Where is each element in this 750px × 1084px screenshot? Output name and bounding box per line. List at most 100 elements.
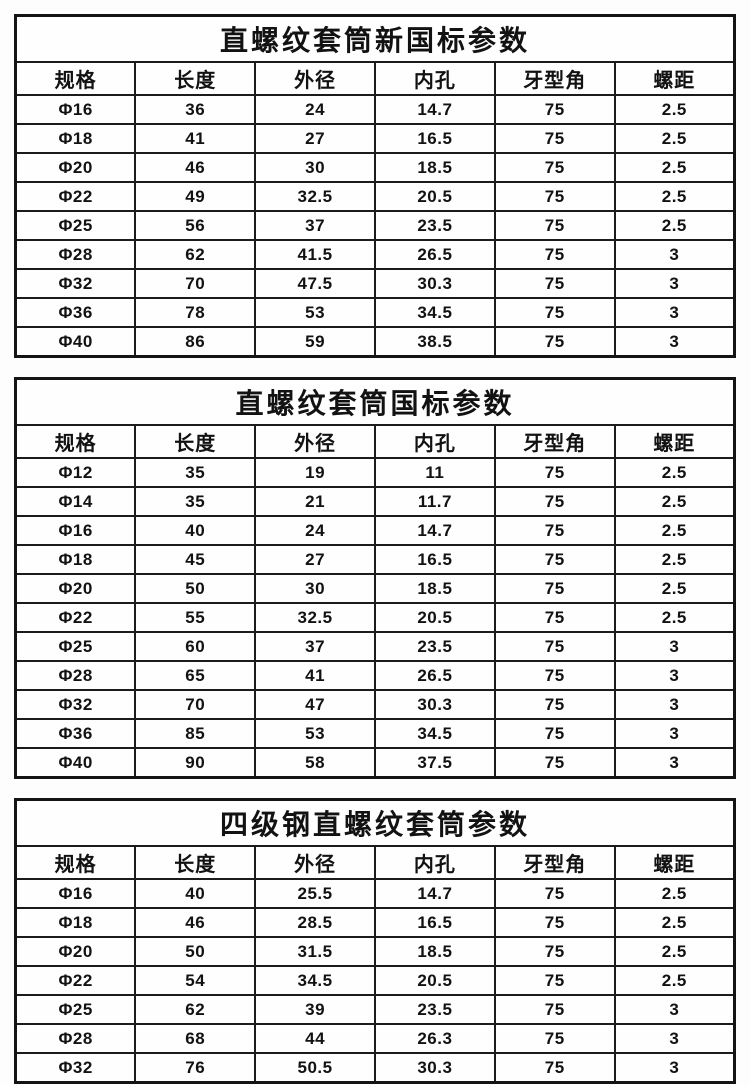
cell: Φ14	[14, 486, 137, 517]
cell: 3	[613, 718, 736, 749]
header-row: 规格 长度 外径 内孔 牙型角 螺距	[14, 61, 736, 96]
cell: 26.3	[373, 1023, 496, 1054]
cell: 75	[493, 486, 616, 517]
column-header: 螺距	[613, 424, 736, 459]
cell: Φ22	[14, 181, 137, 212]
cell: 20.5	[373, 181, 496, 212]
cell: 35	[134, 457, 257, 488]
cell: 27	[254, 123, 376, 154]
column-header: 内孔	[373, 424, 496, 459]
cell: 65	[134, 660, 257, 691]
cell: 41	[134, 123, 257, 154]
cell: 30.3	[373, 1052, 496, 1084]
table-row: Φ22 54 34.5 20.5 75 2.5	[14, 965, 736, 996]
cell: 56	[134, 210, 257, 241]
cell: 75	[493, 878, 616, 909]
table-row: Φ32 70 47.5 30.3 75 3	[14, 268, 736, 299]
cell: 30.3	[373, 268, 496, 299]
cell: 37	[254, 631, 376, 662]
cell: 2.5	[613, 210, 736, 241]
cell: Φ25	[14, 631, 137, 662]
column-header: 规格	[14, 845, 137, 880]
column-header: 内孔	[373, 61, 496, 96]
column-header: 牙型角	[493, 424, 616, 459]
cell: 24	[254, 515, 376, 546]
cell: 11	[373, 457, 496, 488]
cell: Φ40	[14, 326, 137, 358]
cell: Φ25	[14, 994, 137, 1025]
column-header: 内孔	[373, 845, 496, 880]
title-row: 四级钢直螺纹套筒参数	[14, 798, 736, 847]
cell: Φ18	[14, 544, 137, 575]
cell: 21	[254, 486, 376, 517]
cell: Φ28	[14, 239, 137, 270]
table-row: Φ20 46 30 18.5 75 2.5	[14, 152, 736, 183]
cell: 75	[493, 994, 616, 1025]
column-header: 长度	[134, 845, 257, 880]
table-row: Φ16 40 24 14.7 75 2.5	[14, 515, 736, 546]
cell: 41.5	[254, 239, 376, 270]
cell: 3	[613, 747, 736, 779]
table-row: Φ22 49 32.5 20.5 75 2.5	[14, 181, 736, 212]
table-row: Φ18 45 27 16.5 75 2.5	[14, 544, 736, 575]
cell: Φ16	[14, 878, 137, 909]
cell: Φ40	[14, 747, 137, 779]
cell: 3	[613, 297, 736, 328]
cell: 19	[254, 457, 376, 488]
table-row: Φ20 50 31.5 18.5 75 2.5	[14, 936, 736, 967]
column-header: 长度	[134, 61, 257, 96]
table-row: Φ36 78 53 34.5 75 3	[14, 297, 736, 328]
cell: 55	[134, 602, 257, 633]
cell: 2.5	[613, 181, 736, 212]
cell: 46	[134, 152, 257, 183]
cell: 2.5	[613, 486, 736, 517]
cell: 23.5	[373, 994, 496, 1025]
cell: 75	[493, 1023, 616, 1054]
cell: 30	[254, 152, 376, 183]
table-row: Φ36 85 53 34.5 75 3	[14, 718, 736, 749]
cell: 26.5	[373, 239, 496, 270]
table-row: Φ25 56 37 23.5 75 2.5	[14, 210, 736, 241]
cell: 3	[613, 1023, 736, 1054]
table-row: Φ22 55 32.5 20.5 75 2.5	[14, 602, 736, 633]
table-grade4-steel: 四级钢直螺纹套筒参数 规格 长度 外径 内孔 牙型角 螺距 Φ16 40 25.5 14.7 75…	[14, 798, 736, 1084]
cell: 44	[254, 1023, 376, 1054]
table-row: Φ25 60 37 23.5 75 3	[14, 631, 736, 662]
table-row: Φ18 46 28.5 16.5 75 2.5	[14, 907, 736, 938]
column-header: 牙型角	[493, 845, 616, 880]
cell: 75	[493, 660, 616, 691]
cell: 54	[134, 965, 257, 996]
cell: Φ28	[14, 660, 137, 691]
cell: Φ22	[14, 965, 137, 996]
column-header: 规格	[14, 424, 137, 459]
cell: 2.5	[613, 94, 736, 125]
cell: 86	[134, 326, 257, 358]
cell: 39	[254, 994, 376, 1025]
table-row: Φ40 86 59 38.5 75 3	[14, 326, 736, 358]
cell: 53	[254, 297, 376, 328]
cell: 14.7	[373, 94, 496, 125]
cell: Φ25	[14, 210, 137, 241]
cell: 14.7	[373, 515, 496, 546]
cell: 75	[493, 1052, 616, 1084]
header-row: 规格 长度 外径 内孔 牙型角 螺距	[14, 424, 736, 459]
title-row: 直螺纹套筒国标参数	[14, 377, 736, 426]
table-row: Φ32 70 47 30.3 75 3	[14, 689, 736, 720]
cell: 75	[493, 181, 616, 212]
cell: Φ28	[14, 1023, 137, 1054]
cell: 75	[493, 210, 616, 241]
cell: 23.5	[373, 210, 496, 241]
cell: 75	[493, 747, 616, 779]
cell: 85	[134, 718, 257, 749]
cell: 18.5	[373, 936, 496, 967]
cell: 2.5	[613, 544, 736, 575]
cell: 78	[134, 297, 257, 328]
cell: Φ36	[14, 297, 137, 328]
cell: 2.5	[613, 965, 736, 996]
cell: 3	[613, 239, 736, 270]
cell: 50	[134, 936, 257, 967]
cell: 34.5	[373, 718, 496, 749]
cell: 49	[134, 181, 257, 212]
cell: 16.5	[373, 907, 496, 938]
cell: 20.5	[373, 602, 496, 633]
